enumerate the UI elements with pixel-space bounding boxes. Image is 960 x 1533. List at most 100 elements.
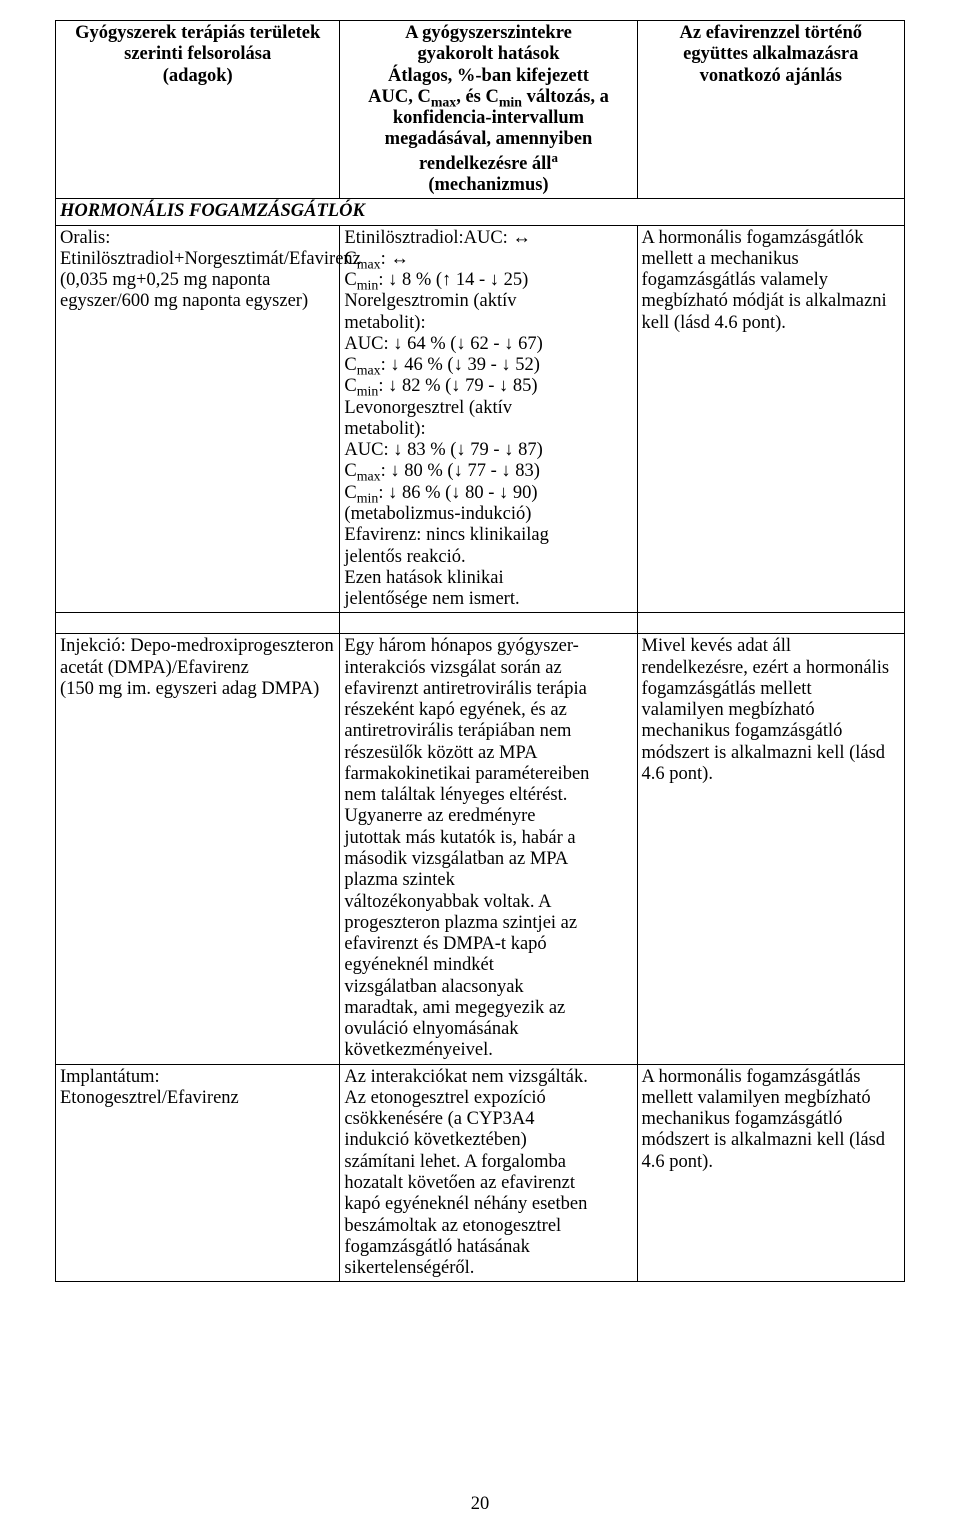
- cell-recommend: Mivel kevés adat áll rendelkezésre, ezér…: [637, 634, 904, 1064]
- cell-drug: Implantátum: Etonogesztrel/Efavirenz: [56, 1064, 340, 1282]
- txt: plazma szintek: [344, 870, 454, 890]
- txt: jelentősége nem ismert.: [344, 589, 519, 609]
- txt: Levonorgesztrel (aktív: [344, 398, 512, 418]
- txt: Implantátum: Etonogesztrel/Efavirenz: [60, 1067, 239, 1108]
- txt: változékonyabbak voltak. A: [344, 892, 551, 912]
- table-row: Injekció: Depo-medroxiprogeszteron acetá…: [56, 634, 905, 1064]
- cell-effect: Egy három hónapos gyógyszer- interakciós…: [340, 634, 637, 1064]
- cell-drug: Oralis: Etinilösztradiol+Norgesztimát/Ef…: [56, 225, 340, 613]
- txt: C: [344, 355, 356, 375]
- txt: C: [344, 249, 356, 269]
- cell-effect: Az interakciókat nem vizsgálták. Az eton…: [340, 1064, 637, 1282]
- txt: következményeivel.: [344, 1040, 492, 1060]
- txt: Injekció: Depo-medroxiprogeszteron: [60, 636, 334, 656]
- txt: C: [344, 376, 356, 396]
- txt: Az interakciókat nem vizsgálták.: [344, 1067, 588, 1087]
- txt: mellett valamilyen megbízható: [642, 1088, 871, 1108]
- txt: Az etonogesztrel expozíció: [344, 1088, 545, 1108]
- txt: : ↓ 86 % (↓ 80 - ↓ 90): [378, 483, 537, 503]
- txt: C: [344, 483, 356, 503]
- txt: (0,035 mg+0,25 mg naponta: [60, 270, 270, 290]
- txt: konfidencia-intervallum: [393, 108, 584, 128]
- drug-interaction-table: Gyógyszerek terápiás területek szerinti …: [55, 20, 905, 1282]
- txt: vizsgálatban alacsonyak: [344, 977, 523, 997]
- txt: (mechanizmus): [428, 175, 548, 195]
- cell-effect: Etinilösztradiol:AUC: ↔ Cmax: ↔ Cmin: ↓ …: [340, 225, 637, 613]
- txt: : ↓ 46 % (↓ 39 - ↓ 52): [381, 355, 540, 375]
- txt: számítani lehet. A forgalomba: [344, 1152, 566, 1172]
- spacer-row: [56, 613, 905, 634]
- txt: gyakorolt hatások: [417, 44, 559, 64]
- txt: 4.6 pont).: [642, 764, 713, 784]
- txt: Átlagos, %-ban kifejezett: [388, 66, 589, 86]
- txt: (metabolizmus-indukció): [344, 504, 531, 524]
- txt: Mivel kevés adat áll: [642, 636, 792, 656]
- txt: Ugyanerre az eredményre: [344, 806, 535, 826]
- txt: szerinti felsorolása: [124, 44, 271, 64]
- txt: acetát (DMPA)/Efavirenz: [60, 658, 249, 678]
- txt: mechanikus fogamzásgátló: [642, 721, 843, 741]
- txt: fogamzásgátló hatásának: [344, 1237, 529, 1257]
- txt: módszert is alkalmazni kell (lásd: [642, 743, 886, 763]
- txt: vonatkozó ajánlás: [700, 66, 842, 86]
- txt: A hormonális fogamzásgátlás: [642, 1067, 861, 1087]
- page-number: 20: [55, 1494, 905, 1515]
- table-row: Oralis: Etinilösztradiol+Norgesztimát/Ef…: [56, 225, 905, 613]
- spacer: [340, 613, 637, 634]
- txt: nem találtak lényeges eltérést.: [344, 785, 567, 805]
- txt: jelentős reakció.: [344, 547, 465, 567]
- txt: A gyógyszerszintekre: [405, 23, 572, 43]
- txt: metabolit):: [344, 419, 425, 439]
- txt: csökkenésére (a CYP3A4: [344, 1109, 534, 1129]
- txt: részeként kapó egyének, és az: [344, 700, 566, 720]
- txt: Etinilösztradiol+Norgesztimát/Efavirenz: [60, 249, 361, 269]
- page: Gyógyszerek terápiás területek szerinti …: [0, 0, 960, 1533]
- txt: mellett a mechanikus: [642, 249, 799, 269]
- cell-recommend: A hormonális fogamzásgátlás mellett vala…: [637, 1064, 904, 1282]
- txt: AUC: ↓ 64 % (↓ 62 - ↓ 67): [344, 334, 542, 354]
- txt: kell (lásd 4.6 pont).: [642, 313, 786, 333]
- txt: Egy három hónapos gyógyszer-: [344, 636, 578, 656]
- txt: efavirenzt antiretrovirális terápia: [344, 679, 586, 699]
- txt: Etinilösztradiol:AUC: ↔: [344, 228, 531, 248]
- txt: megbízható módját is alkalmazni: [642, 291, 887, 311]
- txt: együttes alkalmazásra: [683, 44, 858, 64]
- txt: (150 mg im. egyszeri adag DMPA): [60, 679, 319, 699]
- section-cell: HORMONÁLIS FOGAMZÁSGÁTLÓK: [56, 199, 905, 225]
- txt: Efavirenz: nincs klinikailag: [344, 525, 548, 545]
- txt: jutottak más kutatók is, habár a: [344, 828, 575, 848]
- txt: efavirenzt és DMPA-t kapó: [344, 934, 546, 954]
- txt: ovuláció elnyomásának: [344, 1019, 518, 1039]
- txt: AUC: ↓ 83 % (↓ 79 - ↓ 87): [344, 440, 542, 460]
- spacer: [56, 613, 340, 634]
- txt: egyéneknél mindkét: [344, 955, 494, 975]
- section-title: HORMONÁLIS FOGAMZÁSGÁTLÓK: [60, 201, 365, 221]
- txt: módszert is alkalmazni kell (lásd: [642, 1130, 886, 1150]
- txt: metabolit):: [344, 313, 425, 333]
- header-col3: Az efavirenzzel történő együttes alkalma…: [637, 21, 904, 199]
- txt: , és C: [456, 87, 499, 107]
- txt: interakciós vizsgálat során az: [344, 658, 561, 678]
- txt: : ↓ 82 % (↓ 79 - ↓ 85): [378, 376, 537, 396]
- spacer: [637, 613, 904, 634]
- txt: második vizsgálatban az MPA: [344, 849, 568, 869]
- txt: Norelgesztromin (aktív: [344, 291, 516, 311]
- txt: sikertelenségéről.: [344, 1258, 474, 1278]
- txt: : ↔: [381, 249, 409, 269]
- txt: antiretrovirális terápiában nem: [344, 721, 571, 741]
- txt: Oralis:: [60, 228, 110, 248]
- txt: Az efavirenzzel történő: [680, 23, 863, 43]
- txt: fogamzásgátlás mellett: [642, 679, 812, 699]
- table-header-row: Gyógyszerek terápiás területek szerinti …: [56, 21, 905, 199]
- txt: AUC, C: [368, 87, 431, 107]
- txt: kapó egyéneknél néhány esetben: [344, 1194, 587, 1214]
- section-row: HORMONÁLIS FOGAMZÁSGÁTLÓK: [56, 199, 905, 225]
- table-row: Implantátum: Etonogesztrel/Efavirenz Az …: [56, 1064, 905, 1282]
- txt: egyszer/600 mg naponta egyszer): [60, 291, 308, 311]
- txt: részesülők között az MPA: [344, 743, 537, 763]
- txt: indukció következtében): [344, 1130, 526, 1150]
- txt: fogamzásgátlás valamely: [642, 270, 828, 290]
- header-col1: Gyógyszerek terápiás területek szerinti …: [56, 21, 340, 199]
- superscript-a: a: [551, 150, 557, 165]
- txt: A hormonális fogamzásgátlók: [642, 228, 864, 248]
